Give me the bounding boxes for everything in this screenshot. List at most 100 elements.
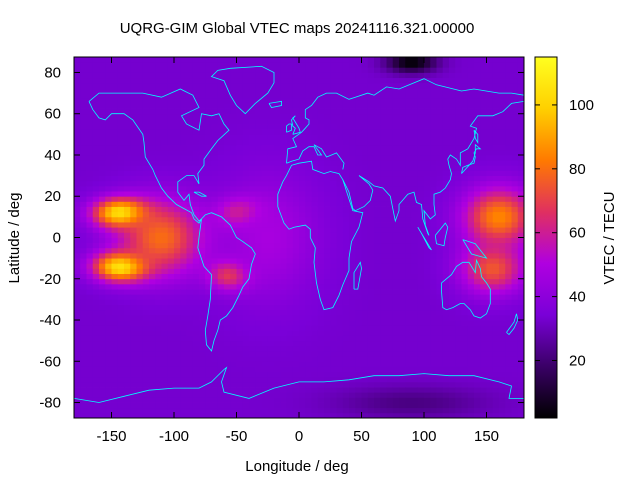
heatmap-cell: [180, 361, 187, 367]
heatmap-cell: [492, 216, 500, 223]
heatmap-cell: [511, 129, 519, 135]
heatmap-cell: [149, 87, 156, 94]
heatmap-cell: [136, 314, 144, 321]
heatmap-cell: [499, 113, 506, 120]
heatmap-cell: [449, 340, 456, 347]
heatmap-cell: [186, 113, 194, 120]
heatmap-cell: [399, 129, 406, 135]
heatmap-cell: [386, 237, 394, 244]
heatmap-cell: [161, 82, 169, 89]
heatmap-cell: [224, 320, 231, 326]
heatmap-cell: [80, 149, 87, 156]
heatmap-cell: [392, 165, 400, 171]
heatmap-cell: [417, 98, 425, 104]
heatmap-cell: [430, 330, 437, 336]
heatmap-cell: [192, 222, 200, 228]
heatmap-cell: [105, 252, 112, 259]
heatmap-cell: [455, 350, 462, 357]
heatmap-cell: [192, 371, 200, 378]
heatmap-cell: [111, 211, 119, 218]
heatmap-cell: [430, 304, 437, 311]
heatmap-cell: [361, 340, 369, 347]
heatmap-cell: [430, 294, 437, 300]
heatmap-cell: [305, 206, 312, 213]
heatmap-cell: [474, 185, 481, 192]
heatmap-cell: [380, 196, 387, 202]
heatmap-cell: [236, 139, 244, 146]
heatmap-cell: [242, 263, 250, 269]
heatmap-cell: [380, 350, 387, 357]
heatmap-cell: [455, 402, 462, 409]
heatmap-cell: [249, 160, 256, 166]
heatmap-cell: [186, 325, 194, 331]
heatmap-cell: [261, 345, 269, 352]
heatmap-cell: [174, 247, 181, 254]
heatmap-cell: [461, 108, 469, 115]
heatmap-cell: [236, 320, 244, 326]
heatmap-cell: [436, 134, 444, 140]
heatmap-cell: [236, 196, 244, 202]
heatmap-cell: [380, 283, 387, 290]
heatmap-cell: [199, 222, 206, 228]
heatmap-cell: [361, 149, 369, 156]
heatmap-cell: [217, 252, 225, 259]
heatmap-cell: [124, 129, 131, 135]
heatmap-cell: [461, 227, 469, 233]
heatmap-cell: [474, 283, 481, 290]
heatmap-cell: [511, 361, 519, 367]
heatmap-cell: [374, 160, 381, 166]
heatmap-cell: [99, 118, 106, 125]
heatmap-cell: [236, 93, 244, 99]
heatmap-cell: [511, 237, 519, 244]
heatmap-cell: [236, 330, 244, 336]
heatmap-cell: [186, 108, 194, 115]
heatmap-cell: [161, 118, 169, 125]
heatmap-cell: [192, 108, 200, 115]
heatmap-cell: [149, 93, 156, 99]
heatmap-cell: [499, 330, 506, 336]
heatmap-cell: [167, 93, 175, 99]
heatmap-cell: [474, 412, 481, 418]
heatmap-cell: [117, 325, 125, 331]
heatmap-cell: [511, 268, 519, 274]
heatmap-cell: [180, 93, 187, 99]
heatmap-cell: [186, 118, 194, 125]
heatmap-cell: [511, 273, 519, 280]
heatmap-cell: [74, 206, 81, 213]
heatmap-cell: [255, 211, 262, 218]
heatmap-cell: [130, 77, 137, 84]
heatmap-cell: [180, 371, 187, 378]
heatmap-cell: [317, 356, 325, 362]
heatmap-cell: [461, 134, 469, 140]
heatmap-cell: [349, 320, 356, 326]
heatmap-cell: [130, 191, 137, 197]
heatmap-cell: [430, 252, 437, 259]
heatmap-cell: [105, 273, 112, 280]
heatmap-cell: [274, 216, 281, 223]
heatmap-cell: [361, 258, 369, 264]
heatmap-cell: [217, 350, 225, 357]
heatmap-cell: [436, 185, 444, 192]
heatmap-cell: [280, 98, 287, 104]
heatmap-cell: [267, 252, 275, 259]
heatmap-cell: [430, 237, 437, 244]
heatmap-cell: [236, 273, 244, 280]
heatmap-cell: [386, 278, 394, 285]
heatmap-cell: [405, 113, 412, 120]
heatmap-cell: [405, 185, 412, 192]
heatmap-cell: [292, 139, 300, 146]
heatmap-cell: [255, 335, 262, 342]
heatmap-cell: [80, 387, 87, 393]
heatmap-cell: [349, 191, 356, 197]
heatmap-cell: [492, 191, 500, 197]
heatmap-cell: [124, 72, 131, 79]
heatmap-cell: [324, 170, 331, 177]
heatmap-cell: [224, 294, 231, 300]
heatmap-cell: [267, 289, 275, 295]
heatmap-cell: [311, 144, 319, 151]
heatmap-cell: [405, 361, 412, 367]
heatmap-cell: [461, 103, 469, 109]
heatmap-cell: [374, 62, 381, 68]
heatmap-cell: [442, 103, 450, 109]
heatmap-cell: [467, 149, 475, 156]
